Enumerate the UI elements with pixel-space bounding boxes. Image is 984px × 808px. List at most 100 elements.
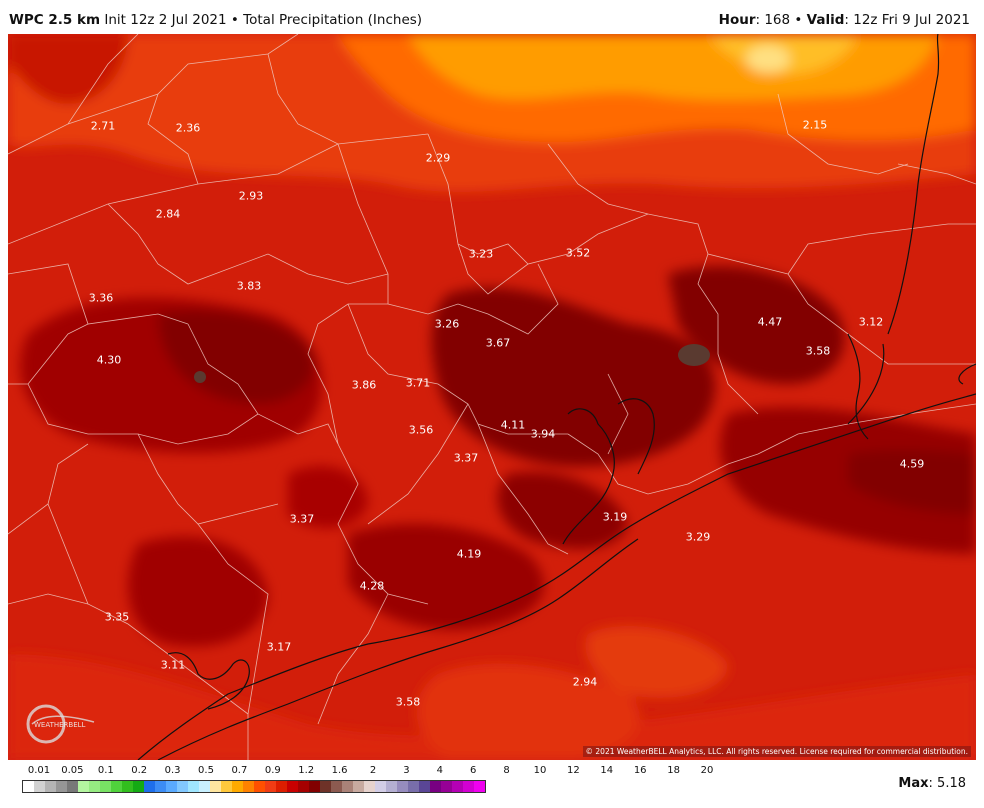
precip-value-label: 3.12: [858, 315, 884, 329]
legend-swatch: [166, 781, 177, 792]
legend-swatch: [188, 781, 199, 792]
legend-swatch: [320, 781, 331, 792]
legend-tick-label: 14: [600, 765, 614, 776]
legend-swatch: [232, 781, 243, 792]
legend-swatch: [177, 781, 188, 792]
legend-swatch: [309, 781, 320, 792]
legend-swatch: [45, 781, 56, 792]
precip-value-label: 2.93: [238, 189, 264, 203]
separator: •: [794, 12, 803, 28]
precip-value-label: 4.47: [757, 315, 783, 329]
legend-tick-label: 6: [470, 765, 477, 776]
legend-tick-label: 12: [567, 765, 580, 776]
legend-tick-label: 0.3: [164, 765, 181, 776]
legend: 0.01 0.05 0.1 0.2 0.3 0.5 0.7 0.9 1.2 1.6 2 3 4 6 8 10 1…: [0, 760, 984, 808]
precip-value-label: 3.86: [351, 378, 377, 392]
legend-swatch: [265, 781, 276, 792]
precip-value-label: 2.29: [425, 151, 451, 165]
precip-value-label: 4.19: [456, 547, 482, 561]
precip-value-label: 4.59: [899, 457, 925, 471]
legend-swatch: [474, 781, 485, 792]
legend-swatch: [276, 781, 287, 792]
legend-swatch: [254, 781, 265, 792]
precip-value-label: 3.17: [266, 640, 292, 654]
init-time: Init 12z 2 Jul 2021: [104, 12, 227, 28]
legend-tick-label: 4: [436, 765, 443, 776]
legend-swatch: [353, 781, 364, 792]
max-value: Max: 5.18: [898, 776, 966, 791]
legend-swatch: [430, 781, 441, 792]
legend-tick-label: 20: [700, 765, 714, 776]
legend-swatch: [210, 781, 221, 792]
legend-tick-label: 3: [403, 765, 410, 776]
legend-swatch: [221, 781, 232, 792]
legend-tick-label: 0.1: [97, 765, 114, 776]
max-number: : 5.18: [928, 776, 966, 791]
precip-value-label: 4.28: [359, 579, 385, 593]
weatherbell-logo-icon: WEATHERBELL: [26, 704, 95, 744]
legend-swatch: [397, 781, 408, 792]
valid-label: Valid: [806, 12, 845, 28]
legend-swatch: [452, 781, 463, 792]
legend-tick-label: 0.01: [27, 765, 51, 776]
legend-swatch: [23, 781, 34, 792]
precip-value-label: 4.30: [96, 353, 122, 367]
legend-tick-label: 16: [633, 765, 647, 776]
precip-value-label: 3.94: [530, 427, 556, 441]
precip-value-label: 2.36: [175, 121, 201, 135]
precip-value-label: 4.11: [500, 418, 526, 432]
legend-swatch: [441, 781, 452, 792]
legend-ticks: 0.01 0.05 0.1 0.2 0.3 0.5 0.7 0.9 1.2 1.6 2 3 4 6 8 10 1…: [22, 765, 714, 779]
legend-swatch: [67, 781, 78, 792]
precip-value-label: 3.37: [289, 512, 315, 526]
legend-tick-label: 0.5: [198, 765, 214, 776]
legend-swatch: [111, 781, 122, 792]
separator: •: [230, 12, 239, 28]
legend-swatch: [375, 781, 386, 792]
header-title: WPC 2.5 km Init 12z 2 Jul 2021 • Total P…: [9, 12, 422, 28]
model-name: WPC 2.5 km: [9, 12, 101, 28]
legend-swatch: [408, 781, 419, 792]
precip-value-label: 3.23: [468, 247, 494, 261]
header: WPC 2.5 km Init 12z 2 Jul 2021 • Total P…: [0, 0, 984, 34]
legend-swatch: [364, 781, 375, 792]
copyright-notice: © 2021 WeatherBELL Analytics, LLC. All r…: [582, 746, 971, 757]
precip-value-label: 3.67: [485, 336, 511, 350]
legend-swatch: [331, 781, 342, 792]
precip-value-label: 3.19: [602, 510, 628, 524]
legend-swatch: [34, 781, 45, 792]
product-name: Total Precipitation (Inches): [243, 12, 423, 28]
precip-value-label: 3.83: [236, 279, 262, 293]
precip-value-label: 3.58: [805, 344, 831, 358]
precip-value-label: 3.71: [405, 376, 431, 390]
legend-swatch: [199, 781, 210, 792]
precip-value-label: 3.58: [395, 695, 421, 709]
legend-swatch: [144, 781, 155, 792]
valid-value: : 12z Fri 9 Jul 2021: [844, 12, 970, 28]
legend-swatch: [133, 781, 144, 792]
legend-swatch: [287, 781, 298, 792]
legend-swatch: [78, 781, 89, 792]
precipitation-map[interactable]: 2.71 2.36 2.29 2.15 2.93 2.84 3.23 3.52 3.36 3.83…: [8, 34, 976, 760]
legend-swatch: [419, 781, 430, 792]
precip-value-label: 3.26: [434, 317, 460, 331]
legend-tick-label: 0.05: [61, 765, 84, 776]
legend-swatch: [56, 781, 67, 792]
precip-value-label: 2.94: [572, 675, 598, 689]
precip-value-label: 2.15: [802, 118, 828, 132]
legend-swatch: [89, 781, 100, 792]
precip-value-label: 2.71: [90, 119, 116, 133]
precip-value-label: 2.84: [155, 207, 181, 221]
hour-value: : 168: [755, 12, 791, 28]
hour-label: Hour: [718, 12, 756, 28]
legend-swatch: [386, 781, 397, 792]
legend-tick-label: 0.7: [231, 765, 248, 776]
legend-tick-label: 1.6: [331, 765, 348, 776]
legend-swatch: [298, 781, 309, 792]
legend-tick-label: 10: [533, 765, 547, 776]
precip-value-label: 3.52: [565, 246, 591, 260]
legend-tick-label: 0.2: [131, 765, 148, 776]
header-valid: Hour: 168 • Valid: 12z Fri 9 Jul 2021: [719, 12, 970, 28]
map-canvas: [8, 34, 976, 760]
legend-swatch: [342, 781, 353, 792]
